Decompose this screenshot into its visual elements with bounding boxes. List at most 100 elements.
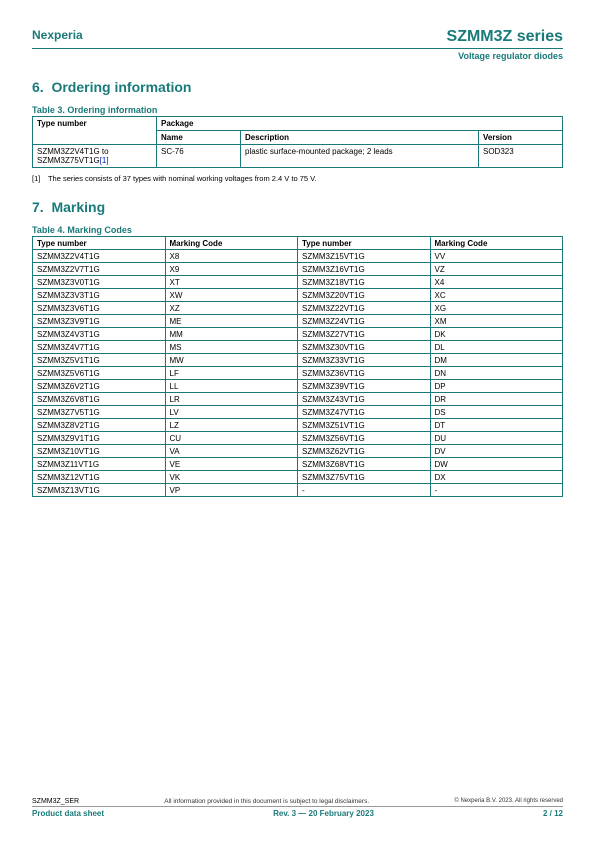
table-cell: DS [430,406,563,419]
table-cell: DV [430,445,563,458]
t3-th-name: Name [157,131,241,145]
sec7-num: 7. [32,199,44,215]
table-cell: SZMM3Z4V3T1G [33,328,166,341]
table-cell: DN [430,367,563,380]
table-cell: SZMM3Z15VT1G [298,250,431,263]
table-cell: SZMM3Z13VT1G [33,484,166,497]
brand: Nexperia [32,28,83,42]
table-cell: SZMM3Z3V9T1G [33,315,166,328]
t3-th-ver: Version [479,131,563,145]
table-cell: SZMM3Z5V1T1G [33,354,166,367]
table-cell: SZMM3Z10VT1G [33,445,166,458]
t3-row: SZMM3Z2V4T1G to SZMM3Z75VT1G[1] SC-76 pl… [33,145,563,168]
t3-th-package: Package [157,117,563,131]
table-row: SZMM3Z5V1T1GMWSZMM3Z33VT1GDM [33,354,563,367]
table-cell: SZMM3Z18VT1G [298,276,431,289]
table-cell: VK [165,471,298,484]
table-cell: SZMM3Z5V6T1G [33,367,166,380]
footer-doctype: Product data sheet [32,809,104,818]
table-cell: MS [165,341,298,354]
page-footer: SZMM3Z_SER All information provided in t… [32,798,563,818]
table-cell: SZMM3Z33VT1G [298,354,431,367]
table-row: SZMM3Z6V8T1GLRSZMM3Z43VT1GDR [33,393,563,406]
table-cell: SZMM3Z30VT1G [298,341,431,354]
t4-th-code2: Marking Code [430,237,563,250]
table-cell: SZMM3Z9V1T1G [33,432,166,445]
table-cell: VE [165,458,298,471]
section-7-heading: 7. Marking [32,199,563,215]
sec6-num: 6. [32,79,44,95]
table-row: SZMM3Z3V0T1GXTSZMM3Z18VT1GX4 [33,276,563,289]
table-cell: DU [430,432,563,445]
table-cell: DL [430,341,563,354]
table-cell: LL [165,380,298,393]
series-title: SZMM3Z series [447,28,563,46]
table-cell: SZMM3Z68VT1G [298,458,431,471]
t4-th-code1: Marking Code [165,237,298,250]
footnote-1: [1] The series consists of 37 types with… [32,174,563,183]
table3: Type number Package Name Description Ver… [32,116,563,168]
table-cell: CU [165,432,298,445]
table-cell: XZ [165,302,298,315]
t3-ver: SOD323 [479,145,563,168]
t4-th-type2: Type number [298,237,431,250]
table-cell: SZMM3Z3V0T1G [33,276,166,289]
table-cell: DW [430,458,563,471]
table-cell: X4 [430,276,563,289]
table-cell: VA [165,445,298,458]
footer-rev: Rev. 3 — 20 February 2023 [273,809,374,818]
table-cell: LZ [165,419,298,432]
t3-th-type: Type number [33,117,157,145]
table-cell: SZMM3Z6V2T1G [33,380,166,393]
table-row: SZMM3Z3V9T1GMESZMM3Z24VT1GXM [33,315,563,328]
table-cell: - [430,484,563,497]
table-cell: SZMM3Z2V7T1G [33,263,166,276]
footer-page: 2 / 12 [543,809,563,818]
table-cell: ME [165,315,298,328]
table-row: SZMM3Z3V6T1GXZSZMM3Z22VT1GXG [33,302,563,315]
table-cell: VZ [430,263,563,276]
t3-footref[interactable]: [1] [100,156,109,165]
table-cell: SZMM3Z43VT1G [298,393,431,406]
table-cell: VV [430,250,563,263]
table-cell: SZMM3Z39VT1G [298,380,431,393]
table-row: SZMM3Z11VT1GVESZMM3Z68VT1GDW [33,458,563,471]
table-row: SZMM3Z5V6T1GLFSZMM3Z36VT1GDN [33,367,563,380]
table-cell: SZMM3Z3V6T1G [33,302,166,315]
t3-type-a: SZMM3Z2V4T1G to [37,147,109,156]
table-cell: LV [165,406,298,419]
t3-th-desc: Description [241,131,479,145]
table-cell: SZMM3Z51VT1G [298,419,431,432]
table-row: SZMM3Z9V1T1GCUSZMM3Z56VT1GDU [33,432,563,445]
table-cell: XC [430,289,563,302]
table-cell: SZMM3Z7V5T1G [33,406,166,419]
table-row: SZMM3Z2V4T1GX8SZMM3Z15VT1GVV [33,250,563,263]
table-cell: DX [430,471,563,484]
header-rule [32,48,563,49]
table-cell: DM [430,354,563,367]
table-cell: SZMM3Z2V4T1G [33,250,166,263]
table-cell: SZMM3Z75VT1G [298,471,431,484]
table-row: SZMM3Z3V3T1GXWSZMM3Z20VT1GXC [33,289,563,302]
table-cell: SZMM3Z12VT1G [33,471,166,484]
table-cell: X8 [165,250,298,263]
table-cell: SZMM3Z4V7T1G [33,341,166,354]
table-cell: DT [430,419,563,432]
t3-desc: plastic surface-mounted package; 2 leads [241,145,479,168]
fn-text: The series consists of 37 types with nom… [48,174,317,183]
table-cell: DK [430,328,563,341]
subtitle: Voltage regulator diodes [32,51,563,61]
table-cell: XG [430,302,563,315]
table-row: SZMM3Z12VT1GVKSZMM3Z75VT1GDX [33,471,563,484]
table-cell: SZMM3Z6V8T1G [33,393,166,406]
table-cell: - [298,484,431,497]
table-cell: XT [165,276,298,289]
table-row: SZMM3Z8V2T1GLZSZMM3Z51VT1GDT [33,419,563,432]
t3-type-b: SZMM3Z75VT1G [37,156,100,165]
sec6-title: Ordering information [51,79,191,95]
t3-type: SZMM3Z2V4T1G to SZMM3Z75VT1G[1] [33,145,157,168]
table-cell: VP [165,484,298,497]
t4-th-type1: Type number [33,237,166,250]
table3-caption: Table 3. Ordering information [32,105,563,115]
footer-docid: SZMM3Z_SER [32,798,79,805]
